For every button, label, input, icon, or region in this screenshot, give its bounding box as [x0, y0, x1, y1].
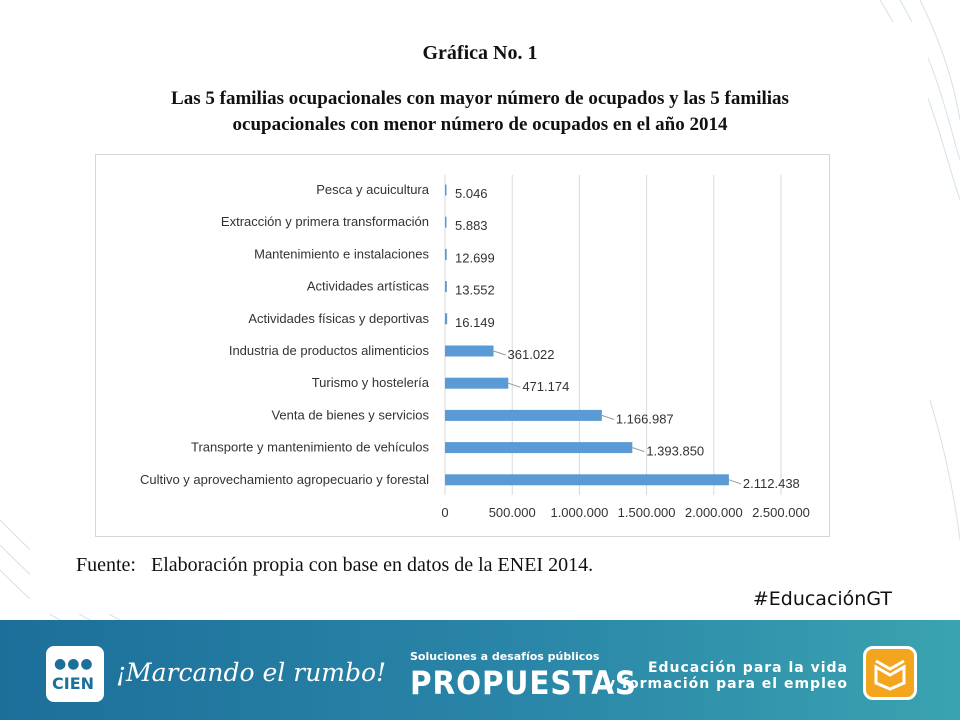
education-line1: Educación para la vida: [647, 660, 848, 676]
figure-label: Gráfica No. 1: [422, 42, 538, 64]
data-label: 5.883: [455, 218, 488, 233]
bar: [445, 409, 602, 421]
source-label: Fuente:: [76, 554, 136, 576]
chart-container: 0 500.000 1.000.000 1.500.000 2.000.000 2.500…: [95, 154, 830, 537]
data-label-leader: [601, 414, 615, 420]
data-label-leader: [728, 479, 742, 485]
book-icon: [874, 659, 906, 691]
education-line2: y formación para el empleo: [605, 676, 848, 692]
logo-mark-icon: ●●●: [54, 656, 94, 672]
data-label: 1.393.850: [646, 444, 704, 459]
x-tick-label: 2.500.000: [752, 505, 810, 520]
bar: [445, 184, 447, 196]
footer-banner: ●●● CIEN ¡Marcando el rumbo! Soluciones …: [0, 620, 960, 720]
x-tick-label: 0: [441, 505, 448, 520]
x-tick-label: 1.000.000: [550, 505, 608, 520]
data-label: 16.149: [455, 315, 495, 330]
data-label-leader: [493, 350, 506, 356]
category-label: Pesca y acuicultura: [316, 182, 429, 197]
x-tick-label: 2.000.000: [685, 505, 743, 520]
bar: [445, 281, 447, 293]
category-label: Actividades físicas y deportivas: [248, 311, 429, 326]
bar: [445, 442, 633, 454]
bar: [445, 377, 509, 389]
data-label: 361.022: [508, 347, 555, 362]
source-text: Elaboración propia con base en datos de …: [151, 554, 594, 576]
data-label-leader: [632, 447, 645, 453]
data-label: 1.166.987: [616, 411, 674, 426]
propuestas-subtitle: Soluciones a desafíos públicos: [410, 650, 600, 663]
data-label-leader: [508, 382, 521, 388]
category-label: Industria de productos alimenticios: [229, 343, 430, 358]
bar: [445, 248, 447, 260]
bar: [445, 474, 729, 486]
data-label: 5.046: [455, 186, 488, 201]
tagline: ¡Marcando el rumbo!: [116, 658, 387, 687]
data-label: 12.699: [455, 250, 495, 265]
data-label: 2.112.438: [743, 476, 800, 491]
category-label: Venta de bienes y servicios: [271, 407, 429, 422]
logo-text: CIEN: [52, 674, 95, 693]
category-label: Actividades artísticas: [307, 279, 430, 294]
cien-logo: ●●● CIEN: [46, 646, 104, 702]
figure-title: Las 5 familias ocupacionales con mayor n…: [100, 86, 860, 138]
hashtag: #EducaciónGT: [752, 588, 892, 610]
propuestas-title: PROPUESTAS: [410, 664, 638, 702]
data-label: 13.552: [455, 283, 495, 298]
category-label: Mantenimiento e instalaciones: [254, 246, 429, 261]
data-label: 471.174: [522, 379, 569, 394]
bar: [445, 345, 494, 357]
figure-title-line2: ocupacionales con menor número de ocupad…: [232, 114, 728, 135]
bar-chart: 0 500.000 1.000.000 1.500.000 2.000.000 2.500…: [140, 175, 810, 520]
x-tick-label: 500.000: [489, 505, 536, 520]
category-label: Transporte y mantenimiento de vehículos: [191, 440, 429, 455]
bar: [445, 216, 447, 228]
figure-title-line1: Las 5 familias ocupacionales con mayor n…: [171, 88, 789, 109]
bar: [445, 313, 448, 325]
education-badge-icon: [863, 646, 917, 700]
x-tick-label: 1.500.000: [618, 505, 676, 520]
category-label: Cultivo y aprovechamiento agropecuario y…: [140, 472, 429, 487]
category-label: Turismo y hostelería: [312, 375, 430, 390]
source-note: Fuente: Elaboración propia con base en d…: [76, 554, 593, 577]
category-label: Extracción y primera transformación: [221, 214, 429, 229]
